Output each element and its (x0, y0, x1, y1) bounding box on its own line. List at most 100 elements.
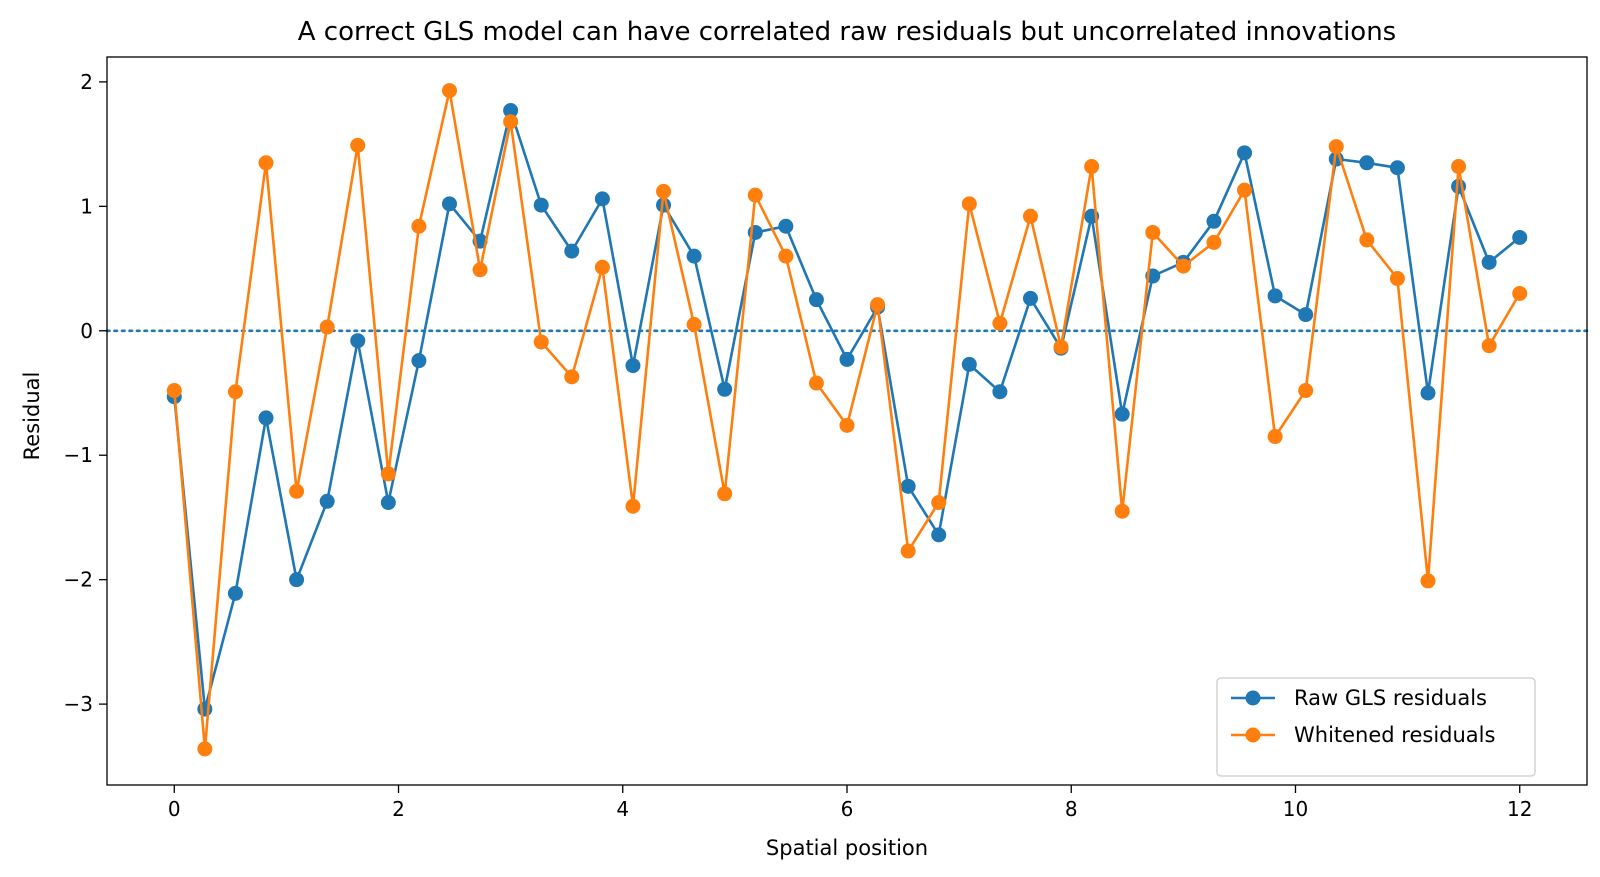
data-point-1-13 (564, 369, 580, 385)
data-point-0-26 (961, 356, 977, 372)
data-point-1-42 (1451, 159, 1467, 175)
data-point-0-5 (319, 493, 335, 509)
y-tick-label: −3 (64, 692, 93, 716)
series-line-0 (173, 109, 1521, 711)
legend-label: Raw GLS residuals (1294, 686, 1487, 710)
data-point-0-21 (808, 292, 824, 308)
data-point-0-1 (197, 701, 213, 717)
data-point-1-8 (411, 218, 427, 234)
data-point-1-20 (778, 248, 794, 264)
data-point-1-31 (1114, 503, 1130, 519)
data-point-1-33 (1175, 258, 1191, 274)
data-point-0-39 (1359, 155, 1375, 171)
data-point-0-25 (931, 527, 947, 543)
data-point-1-39 (1359, 232, 1375, 248)
data-point-1-41 (1420, 573, 1436, 589)
data-point-1-30 (1084, 159, 1100, 175)
x-tick-label: 10 (1283, 797, 1308, 821)
data-point-1-11 (503, 114, 519, 130)
data-point-0-13 (564, 243, 580, 259)
data-point-0-14 (594, 191, 610, 207)
series-1 (166, 83, 1528, 757)
data-point-1-37 (1298, 383, 1314, 399)
data-point-1-2 (227, 384, 243, 400)
data-point-1-0 (166, 383, 182, 399)
data-point-1-3 (258, 155, 274, 171)
data-point-1-16 (656, 183, 672, 199)
data-point-1-38 (1328, 139, 1344, 155)
plot-area (105, 83, 1589, 757)
data-point-0-4 (289, 572, 305, 588)
legend-box (1216, 677, 1536, 777)
data-point-1-23 (870, 297, 886, 313)
data-point-1-28 (1022, 208, 1038, 224)
data-point-1-35 (1237, 182, 1253, 198)
data-point-1-5 (319, 319, 335, 335)
data-point-1-26 (961, 196, 977, 212)
data-point-1-18 (717, 486, 733, 502)
data-point-0-34 (1206, 213, 1222, 229)
y-tick-label: 1 (80, 194, 93, 218)
y-tick-label: 2 (80, 70, 93, 94)
data-point-0-6 (350, 333, 366, 349)
data-point-0-2 (227, 585, 243, 601)
data-point-0-22 (839, 351, 855, 367)
data-point-0-12 (533, 197, 549, 213)
data-point-0-11 (503, 103, 519, 119)
data-point-1-4 (289, 483, 305, 499)
data-point-1-7 (380, 466, 396, 482)
data-point-1-32 (1145, 224, 1161, 240)
data-point-0-7 (380, 495, 396, 511)
x-tick-label: 8 (1065, 797, 1078, 821)
y-tick-label: 0 (80, 319, 93, 343)
data-point-1-24 (900, 543, 916, 559)
data-point-0-37 (1298, 307, 1314, 323)
data-point-1-27 (992, 315, 1008, 331)
data-point-0-18 (717, 381, 733, 397)
data-point-1-9 (441, 83, 457, 99)
data-point-0-44 (1512, 229, 1528, 245)
data-point-0-43 (1481, 254, 1497, 270)
data-point-0-3 (258, 410, 274, 426)
data-point-1-1 (197, 741, 213, 757)
data-point-0-15 (625, 358, 641, 374)
data-point-1-21 (808, 375, 824, 391)
data-point-1-14 (594, 259, 610, 275)
data-point-1-36 (1267, 429, 1283, 445)
data-point-1-29 (1053, 339, 1069, 355)
x-tick-label: 2 (392, 797, 405, 821)
data-point-1-12 (533, 334, 549, 350)
data-point-1-25 (931, 495, 947, 511)
x-tick-label: 6 (841, 797, 854, 821)
x-tick-label: 4 (616, 797, 629, 821)
data-point-1-43 (1481, 338, 1497, 354)
y-axis-label: Residual (20, 372, 44, 461)
data-point-1-44 (1512, 285, 1528, 301)
data-point-0-17 (686, 248, 702, 264)
legend: Raw GLS residuals Whitened residuals (1216, 677, 1536, 777)
data-point-1-22 (839, 417, 855, 433)
data-point-0-28 (1022, 290, 1038, 306)
data-point-1-15 (625, 498, 641, 514)
data-point-1-19 (747, 187, 763, 203)
data-point-0-36 (1267, 288, 1283, 304)
data-point-0-24 (900, 478, 916, 494)
x-tick-label: 12 (1507, 797, 1532, 821)
x-tick-label: 0 (168, 797, 181, 821)
data-point-0-9 (441, 196, 457, 212)
data-point-0-20 (778, 218, 794, 234)
data-point-0-31 (1114, 406, 1130, 422)
data-point-1-10 (472, 262, 488, 278)
data-point-1-17 (686, 317, 702, 333)
legend-label: Whitened residuals (1294, 723, 1495, 747)
legend-item-1: Whitened residuals (1231, 723, 1495, 747)
legend-swatch-marker (1245, 690, 1261, 706)
y-tick-label: −2 (64, 568, 93, 592)
data-point-0-27 (992, 384, 1008, 400)
legend-swatch-marker (1245, 727, 1261, 743)
data-point-1-6 (350, 137, 366, 153)
chart-title: A correct GLS model can have correlated … (298, 17, 1396, 47)
data-point-1-34 (1206, 234, 1222, 250)
